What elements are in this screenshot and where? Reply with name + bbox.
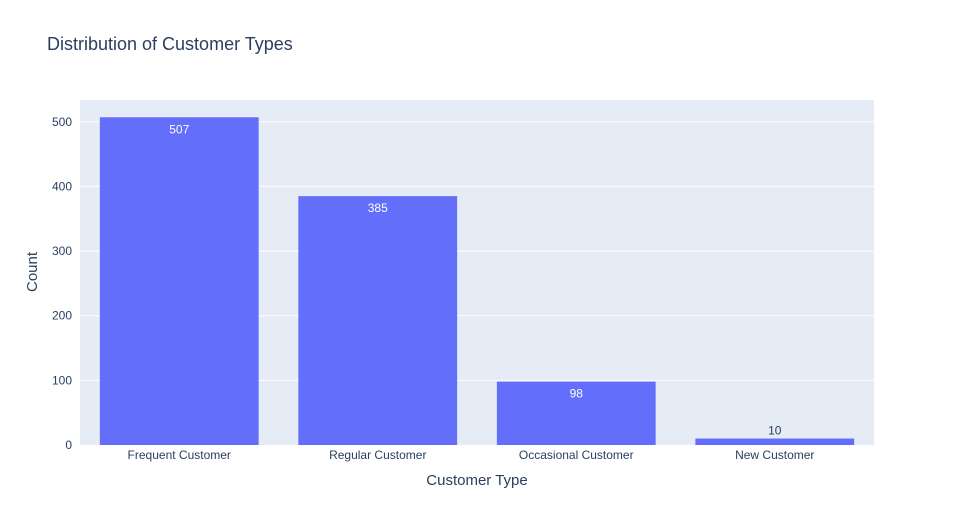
x-tick-label: New Customer [735,448,814,462]
y-tick-label: 400 [52,179,72,193]
x-axis-title: Customer Type [426,472,527,489]
x-tick-label: Frequent Customer [128,448,231,462]
x-axis-ticks: Frequent Customer Regular Customer Occasio… [128,448,815,462]
x-tick-label: Occasional Customer [519,448,634,462]
bar-value-label: 98 [570,387,584,401]
bars [99,117,855,445]
chart-title: Distribution of Customer Types [47,34,293,54]
bar [496,381,656,445]
bar-value-label: 385 [368,201,388,215]
y-tick-label: 100 [52,373,72,387]
y-tick-label: 0 [65,438,72,452]
x-tick-label: Regular Customer [329,448,426,462]
bar [695,438,855,445]
bar-value-label: 507 [169,122,189,136]
y-axis-title: Count [24,251,41,292]
y-tick-label: 300 [52,244,72,258]
y-tick-label: 200 [52,309,72,323]
bar-labels: 507 385 98 10 [169,122,782,437]
bar [298,196,458,445]
y-axis-ticks: 0 100 200 300 400 500 [52,115,72,452]
bar [99,117,259,445]
y-tick-label: 500 [52,115,72,129]
bar-value-label: 10 [768,424,782,438]
